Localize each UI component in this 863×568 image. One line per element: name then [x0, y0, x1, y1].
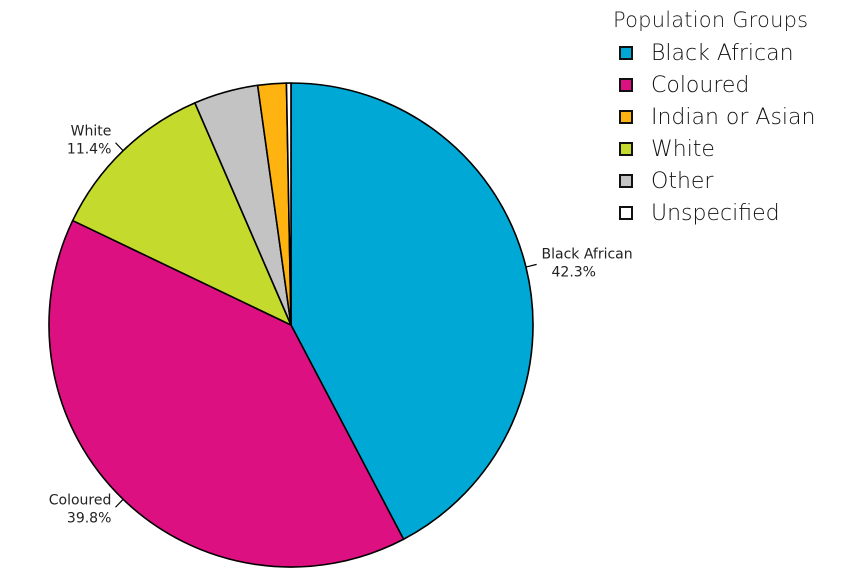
pie-label-value-black-african: 42.3% [552, 265, 596, 281]
legend-label: Black African [651, 40, 794, 66]
legend-swatch-black-african [619, 46, 633, 60]
legend-swatch-unspecified [619, 206, 633, 220]
pie-label-leader-black-african [525, 263, 537, 268]
legend-label: Other [651, 168, 714, 194]
pie-slice-coloured [48, 219, 405, 568]
legend-item-indian-or-asian: Indian or Asian [613, 101, 858, 133]
legend-label: Indian or Asian [651, 104, 816, 130]
pie-label-name-white: White [71, 124, 112, 140]
legend-swatch-other [619, 174, 633, 188]
legend-title: Population Groups [613, 8, 809, 32]
legend-item-coloured: Coloured [613, 69, 858, 101]
legend-item-black-african: Black African [613, 37, 858, 69]
pie-label-leader-white [115, 142, 124, 152]
pie-label-name-black-african: Black African [542, 247, 633, 263]
legend-item-other: Other [613, 165, 858, 197]
legend-label: White [651, 136, 715, 162]
legend-label: Coloured [651, 72, 750, 98]
legend-swatch-white [619, 142, 633, 156]
legend: Population Groups Black African Coloured… [613, 8, 858, 229]
pie-label-leader-coloured [115, 498, 124, 508]
legend-swatch-indian-or-asian [619, 110, 633, 124]
pie-label-name-coloured: Coloured [49, 492, 112, 508]
legend-swatch-coloured [619, 78, 633, 92]
legend-item-white: White [613, 133, 858, 165]
pie-label-value-coloured: 39.8% [67, 510, 111, 526]
legend-label: Unspecified [651, 200, 780, 226]
pie-label-value-white: 11.4% [67, 142, 111, 158]
pie-slice-unspecified [285, 82, 292, 326]
legend-item-unspecified: Unspecified [613, 197, 858, 229]
